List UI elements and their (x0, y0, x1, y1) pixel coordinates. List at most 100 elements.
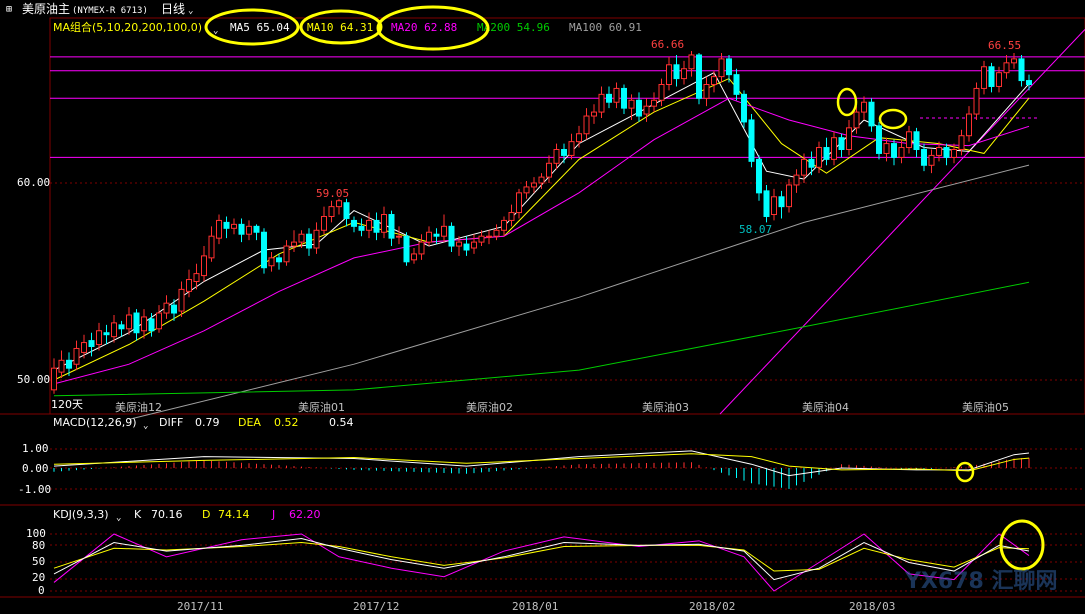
candle-body-70 (576, 133, 582, 143)
candle-body-13 (148, 318, 155, 332)
candle-body-75 (613, 87, 620, 103)
macd-diff-label: DIFF (159, 416, 183, 429)
period-count-label: 120天 (51, 398, 83, 411)
candle-body-97 (778, 196, 785, 208)
candle-body-62 (516, 192, 522, 214)
candle-body-100 (801, 158, 807, 176)
candle-body-34 (306, 233, 312, 249)
macd-axis-label-0: 0.00 (22, 462, 49, 475)
kdj-d-value: 74.14 (218, 508, 250, 521)
candle-body-125 (988, 66, 995, 87)
candle-body-129 (1018, 58, 1025, 82)
ma100-readout: MA100 60.91 (569, 21, 642, 34)
candle-body-120 (951, 149, 957, 158)
candle-body-95 (763, 190, 770, 217)
contract-label-01: 美原油01 (298, 400, 345, 414)
kdj-plot (53, 533, 1030, 592)
instrument-title: 美原油主 (22, 2, 70, 16)
candle-body-20 (201, 255, 207, 277)
candle-body-87 (703, 84, 710, 99)
candle-body-27 (253, 225, 260, 233)
candle-body-25 (238, 223, 245, 235)
candle-body-107 (853, 111, 860, 129)
highlight-macd-cross (955, 461, 975, 483)
candle-body-115 (913, 131, 920, 151)
kdj-j-label: J (271, 508, 275, 521)
ma20-label: MA20 (391, 21, 418, 34)
candle-body-43 (373, 219, 380, 233)
kdj-chevron-icon[interactable]: ⌄ (116, 513, 121, 523)
kdj-j-value: 62.20 (289, 508, 321, 521)
kdj-k-line (53, 538, 1030, 581)
candle-body-14 (156, 312, 162, 330)
watermark: YX678 汇聊网 (904, 569, 1057, 594)
macd-chevron-icon[interactable]: ⌄ (143, 421, 148, 431)
x-axis-label-2018-02: 2018/02 (689, 600, 735, 613)
candle-body-30 (276, 257, 282, 263)
period-selector[interactable]: 日线 (161, 2, 185, 16)
candle-body-18 (186, 279, 192, 292)
candle-body-113 (898, 147, 905, 158)
candle-body-44 (381, 214, 387, 233)
candle-body-15 (163, 302, 170, 314)
candle-body-50 (426, 231, 432, 243)
ma200-readout: MA200 54.96 (477, 21, 550, 34)
highlight-kdj (999, 519, 1045, 571)
candle-body-55 (463, 243, 470, 251)
candle-body-1 (58, 359, 65, 373)
candle-body-57 (478, 235, 485, 243)
low-label-1: 58.07 (739, 223, 772, 236)
candle-body-93 (748, 119, 755, 162)
candle-body-42 (366, 219, 372, 231)
trendline (719, 28, 1085, 415)
kdj-indicator-name[interactable]: KDJ(9,3,3) (53, 508, 109, 521)
moving-average-lines (53, 72, 1030, 420)
candle-body-66 (546, 162, 552, 178)
candle-body-41 (358, 225, 365, 231)
candle-body-49 (418, 241, 425, 255)
candle-body-67 (553, 149, 560, 164)
candle-body-58 (486, 235, 492, 238)
candle-body-110 (876, 125, 882, 154)
chevron-down-icon[interactable]: ⌄ (188, 6, 193, 16)
ma-indicator-name[interactable]: MA组合(5,10,20,200,100,0) (53, 20, 202, 34)
highlight-peak-2 (878, 108, 908, 130)
candle-body-23 (223, 221, 230, 229)
high-label-2: 66.55 (988, 39, 1021, 52)
candle-body-98 (786, 184, 792, 208)
candle-body-124 (981, 66, 987, 89)
x-axis-label-2018-01: 2018/01 (512, 600, 558, 613)
highlight-ma5 (204, 8, 300, 46)
macd-dea-label: DEA (238, 416, 261, 429)
main-panel-frame (49, 17, 1085, 415)
candle-body-52 (441, 225, 447, 237)
candle-body-92 (741, 93, 747, 123)
ma10-readout: MA10 64.31 (307, 21, 373, 34)
y-axis-label-60: 60.00 (17, 176, 50, 189)
candle-body-80 (651, 99, 657, 107)
candle-body-45 (388, 214, 395, 239)
candle-body-28 (261, 231, 267, 269)
contract-label-03: 美原油03 (642, 400, 689, 414)
candle-body-7 (103, 332, 110, 336)
candle-body-68 (561, 149, 567, 156)
candle-body-103 (823, 147, 830, 160)
candle-body-12 (141, 316, 147, 332)
candle-body-109 (868, 101, 875, 127)
candle-body-89 (718, 58, 725, 78)
candle-body-96 (771, 196, 777, 216)
candle-body-72 (591, 111, 597, 117)
kdj-k-label: K (134, 508, 142, 521)
candle-body-84 (681, 68, 687, 80)
macd-indicator-name[interactable]: MACD(12,26,9) (53, 416, 137, 429)
macd-dea-line (53, 453, 1030, 472)
high-label-1: 66.66 (651, 38, 684, 51)
expand-icon[interactable]: ⊞ (6, 4, 12, 15)
candle-body-2 (66, 359, 72, 369)
ma200-value: 54.96 (517, 21, 550, 34)
candle-body-130 (1026, 80, 1032, 85)
candle-body-65 (538, 176, 545, 184)
ma-chevron-icon[interactable]: ⌄ (213, 26, 218, 36)
candle-body-86 (696, 54, 702, 99)
